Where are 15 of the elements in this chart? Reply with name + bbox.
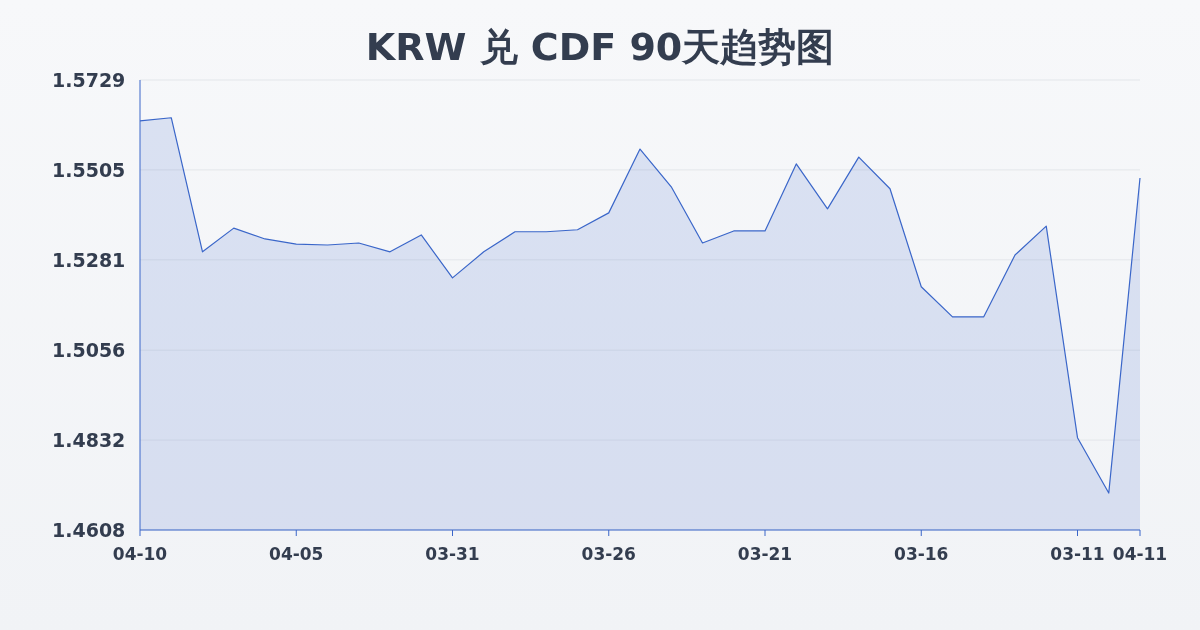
chart-title: KRW 兑 CDF 90天趋势图 [365, 25, 835, 69]
x-tick-label: 04-05 [269, 544, 324, 564]
x-tick-label: 03-21 [737, 544, 793, 564]
y-tick-label: 1.4832 [52, 429, 126, 452]
x-tick-label: 03-26 [581, 544, 636, 564]
x-tick-label: 03-31 [425, 544, 480, 564]
x-tick-label: 04-10 [112, 544, 168, 564]
x-tick-label: 03-16 [894, 544, 949, 564]
y-tick-label: 1.5056 [52, 339, 126, 362]
y-tick-label: 1.4608 [52, 519, 126, 541]
x-tick-label: 03-11 [1050, 544, 1105, 564]
y-tick-label: 1.5505 [52, 158, 126, 181]
x-tick-label: 04-11 [1112, 544, 1168, 564]
y-tick-label: 1.5281 [52, 248, 126, 271]
y-tick-label: 1.5729 [52, 69, 126, 91]
